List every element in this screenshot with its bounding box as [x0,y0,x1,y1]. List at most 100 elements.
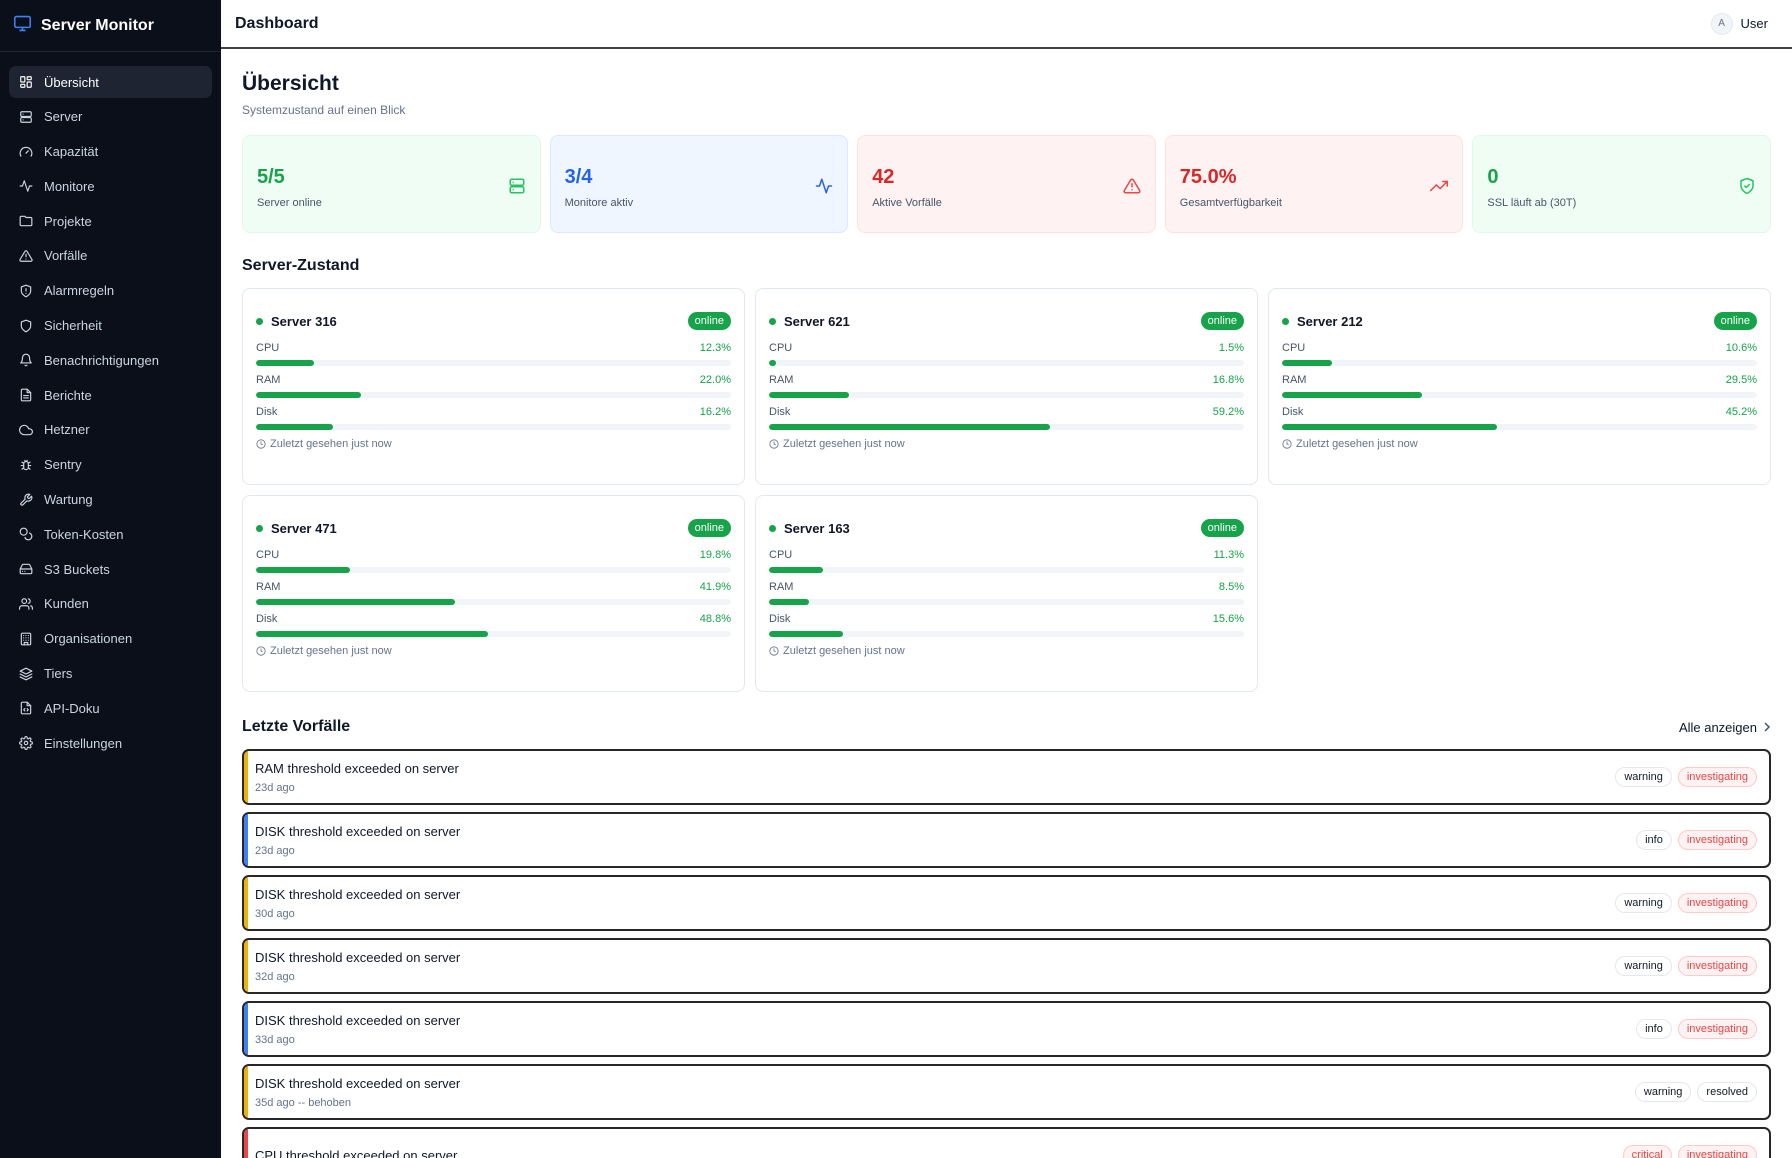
sidebar-item-einstellungen[interactable]: Einstellungen [9,727,212,759]
clock-icon [769,646,779,656]
brand[interactable]: Server Monitor [0,0,221,52]
server-icon [508,177,526,195]
incident-row[interactable]: CPU threshold exceeded on server critical… [242,1127,1771,1158]
sidebar-item-label: Berichte [44,387,92,403]
incident-row[interactable]: DISK threshold exceeded on server 33d ago… [242,1001,1771,1057]
page-subtitle: Systemzustand auf einen Blick [242,103,406,117]
sidebar-item-kapazität[interactable]: Kapazität [9,136,212,168]
incident-tags: critical investigating [1622,1145,1757,1158]
server-card[interactable]: Server 212 online CPU 10.6% RAM 29.5% Disk 45.2… [1268,288,1771,485]
incident-row[interactable]: DISK threshold exceeded on server 23d ago… [242,812,1771,868]
sidebar-item-label: Einstellungen [44,735,123,751]
status-badge: investigating [1677,1145,1757,1158]
metric-bar [1282,360,1757,366]
metric-value: 19.8% [699,549,731,561]
chevron-right-icon [1763,720,1771,735]
sidebar-item-s3-buckets[interactable]: S3 Buckets [9,553,212,585]
sidebar-item-organisationen[interactable]: Organisationen [9,623,212,655]
sidebar-item-übersicht[interactable]: Übersicht [9,66,212,98]
clock-icon [1282,439,1292,449]
file-code-icon [19,701,33,715]
server-card-header: Server 316 online [256,304,731,338]
sidebar-item-monitore[interactable]: Monitore [9,170,212,202]
clock-icon [256,439,266,449]
view-all-link[interactable]: Alle anzeigen [1679,720,1771,735]
incident-row[interactable]: DISK threshold exceeded on server 35d ago… [242,1064,1771,1120]
server-card[interactable]: Server 471 online CPU 19.8% RAM 41.9% Disk 48.8… [242,495,745,692]
server-card[interactable]: Server 163 online CPU 11.3% RAM 8.5% Disk 15.6%… [755,495,1258,692]
sidebar-item-label: S3 Buckets [44,561,110,577]
stat-value: 42 [872,166,895,188]
monitor-icon [13,15,32,37]
incident-title: DISK threshold exceeded on server [255,823,461,839]
server-name-label: Server 316 [271,313,337,329]
metric-bar [769,392,1244,398]
cloud-icon [19,423,33,437]
sidebar-item-label: Token-Kosten [44,526,124,542]
metric-cpu: CPU 19.8% [256,549,731,573]
metric-label: RAM [769,374,794,386]
last-seen-label: Zuletzt gesehen just now [783,438,905,450]
metric-bar-fill [256,360,315,366]
sidebar-item-wartung[interactable]: Wartung [9,484,212,516]
metric-bar-fill [256,599,456,605]
sidebar-item-token-kosten[interactable]: Token-Kosten [9,518,212,550]
shield-alert-icon [19,284,33,298]
incident-time: 23d ago [255,844,295,857]
last-seen: Zuletzt gesehen just now [256,438,731,450]
sidebar-item-sentry[interactable]: Sentry [9,449,212,481]
incident-tags: warning resolved [1634,1082,1757,1102]
sidebar-item-tiers[interactable]: Tiers [9,658,212,690]
incident-tags: info investigating [1636,1019,1757,1039]
incident-row[interactable]: DISK threshold exceeded on server 32d ago… [242,938,1771,994]
metric-bar-fill [1282,424,1497,430]
sidebar-item-kunden[interactable]: Kunden [9,588,212,620]
metric-ram: RAM 8.5% [769,581,1244,605]
status-badge: investigating [1677,767,1757,787]
last-seen: Zuletzt gesehen just now [1282,438,1757,450]
severity-badge: warning [1615,956,1672,976]
metric-label: RAM [769,581,794,593]
server-name: Server 163 [769,521,850,536]
metric-label: Disk [1282,406,1304,418]
sidebar-item-alarmregeln[interactable]: Alarmregeln [9,275,212,307]
incident-time: 32d ago [255,970,295,983]
metric-disk: Disk 16.2% [256,406,731,430]
status-badge: resolved [1697,1082,1757,1102]
sidebar-item-benachrichtigungen[interactable]: Benachrichtigungen [9,344,212,376]
sidebar-item-server[interactable]: Server [9,101,212,133]
sidebar-item-label: Organisationen [44,631,133,647]
incident-tags: warning investigating [1615,767,1757,787]
incident-row[interactable]: RAM threshold exceeded on server 23d ago w… [242,749,1771,805]
metric-label: CPU [256,549,280,561]
metric-bar [256,599,731,605]
last-seen-label: Zuletzt gesehen just now [783,645,905,657]
metric-value: 29.5% [1725,374,1757,386]
sidebar-item-sicherheit[interactable]: Sicherheit [9,310,212,342]
stat-value: 5/5 [257,166,285,188]
metric-bar [1282,424,1757,430]
incident-title: DISK threshold exceeded on server [255,1012,461,1028]
status-dot [256,524,263,532]
sidebar-item-vorfälle[interactable]: Vorfälle [9,240,212,272]
sidebar-item-api-doku[interactable]: API-Doku [9,692,212,724]
user-menu[interactable]: A User [1710,12,1768,35]
sidebar-item-label: Projekte [44,213,92,229]
server-card[interactable]: Server 621 online CPU 1.5% RAM 16.8% Disk 59.2%… [755,288,1258,485]
metric-value: 1.5% [1218,342,1244,354]
status-dot [769,317,776,325]
metric-ram: RAM 22.0% [256,374,731,398]
sidebar-item-hetzner[interactable]: Hetzner [9,414,212,446]
incident-row[interactable]: DISK threshold exceeded on server 30d ago… [242,875,1771,931]
incident-info: DISK threshold exceeded on server 33d ago [255,1013,460,1046]
metric-value: 45.2% [1725,406,1757,418]
metric-bar [256,567,731,573]
server-card[interactable]: Server 316 online CPU 12.3% RAM 22.0% Disk 16.2… [242,288,745,485]
stat-card: 75.0% Gesamtverfügbarkeit [1164,135,1464,233]
stat-card: 42 Aktive Vorfälle [857,135,1156,233]
incident-time: 23d ago [255,781,295,794]
sidebar-item-projekte[interactable]: Projekte [9,205,212,237]
sidebar-item-berichte[interactable]: Berichte [9,379,212,411]
avatar: A [1710,12,1733,35]
status-dot [1282,317,1289,325]
